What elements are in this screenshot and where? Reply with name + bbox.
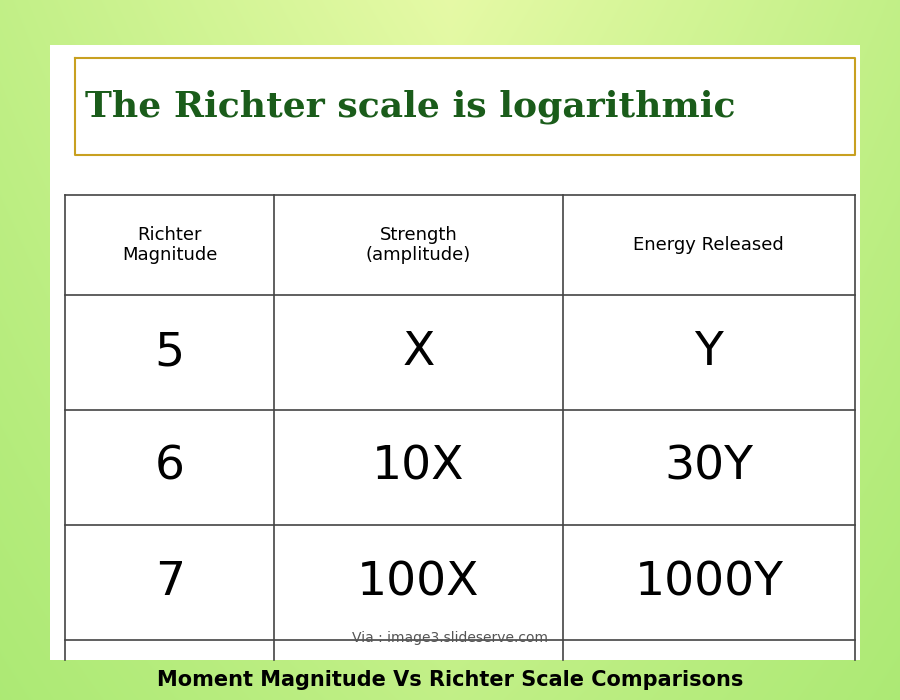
Text: 1000Y: 1000Y xyxy=(634,560,783,605)
Text: 30Y: 30Y xyxy=(664,445,753,490)
Text: Strength
(amplitude): Strength (amplitude) xyxy=(366,225,472,265)
Text: Moment Magnitude Vs Richter Scale Comparisons: Moment Magnitude Vs Richter Scale Compar… xyxy=(157,670,743,690)
Text: 6: 6 xyxy=(155,445,184,490)
Text: Y: Y xyxy=(695,330,724,375)
Text: Via : image3.slideserve.com: Via : image3.slideserve.com xyxy=(352,631,548,645)
Bar xyxy=(50,45,860,660)
Text: X: X xyxy=(402,330,435,375)
Text: 100X: 100X xyxy=(357,560,480,605)
Text: The Richter scale is logarithmic: The Richter scale is logarithmic xyxy=(85,89,735,124)
Text: 7: 7 xyxy=(155,560,184,605)
Text: 10X: 10X xyxy=(373,445,464,490)
Text: Energy Released: Energy Released xyxy=(634,236,784,254)
Text: 5: 5 xyxy=(155,330,184,375)
Text: Richter
Magnitude: Richter Magnitude xyxy=(122,225,218,265)
